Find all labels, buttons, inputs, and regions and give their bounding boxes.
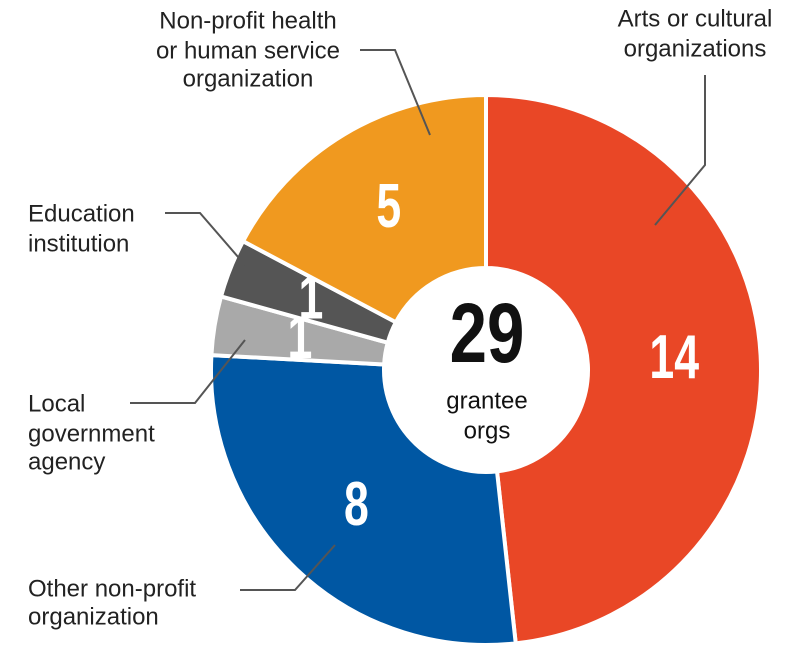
- value-label: 8: [344, 470, 369, 539]
- slice: [484, 92, 763, 646]
- category-label: government: [28, 420, 155, 447]
- category-label: Other non-profit: [28, 575, 196, 602]
- category-label: organization: [28, 603, 159, 630]
- category-label: organizations: [624, 35, 767, 62]
- category-label: Arts or cultural: [618, 5, 773, 32]
- leader-line: [240, 544, 336, 591]
- category-label: agency: [28, 448, 105, 475]
- leader-line: [130, 339, 246, 404]
- slice: [209, 353, 518, 647]
- center-value: 29: [450, 287, 525, 381]
- center-label: orgs: [464, 417, 511, 444]
- leader-line: [360, 49, 431, 136]
- category-label: institution: [28, 230, 129, 257]
- value-label: 5: [376, 172, 401, 241]
- category-label: organization: [183, 65, 314, 92]
- value-label: 14: [649, 323, 699, 392]
- center-label: grantee: [446, 387, 527, 414]
- category-label: Education: [28, 200, 135, 227]
- category-label: Local: [28, 390, 85, 417]
- slice: [240, 92, 488, 325]
- leader-line: [165, 212, 246, 266]
- leader-line: [654, 75, 706, 226]
- category-label: Non-profit health: [159, 7, 336, 34]
- category-label: or human service: [156, 37, 340, 64]
